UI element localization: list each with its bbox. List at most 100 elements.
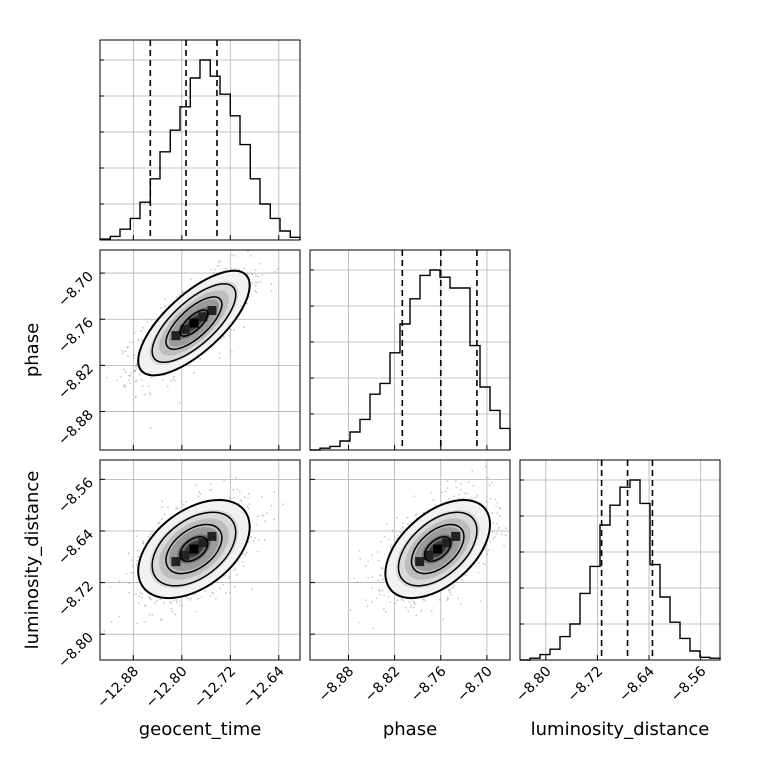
sample-point bbox=[410, 604, 412, 606]
sample-point bbox=[247, 250, 249, 253]
sample-point bbox=[132, 565, 134, 568]
sample-point bbox=[481, 562, 484, 565]
sample-point bbox=[209, 489, 211, 492]
sample-point bbox=[383, 535, 386, 538]
sample-point bbox=[492, 521, 495, 524]
sample-point bbox=[151, 319, 153, 321]
sample-point bbox=[170, 608, 173, 610]
sample-point bbox=[195, 610, 198, 613]
sample-point bbox=[415, 513, 418, 515]
sample-point bbox=[175, 507, 178, 510]
sample-point bbox=[216, 264, 219, 267]
density-bin bbox=[442, 538, 452, 548]
contour-line bbox=[384, 499, 492, 600]
sample-point bbox=[446, 480, 449, 483]
sample-point bbox=[233, 255, 236, 257]
sample-point bbox=[124, 350, 127, 353]
sample-point bbox=[434, 504, 436, 506]
sample-point bbox=[258, 262, 261, 265]
sample-point bbox=[356, 581, 358, 584]
sample-point bbox=[150, 598, 153, 601]
sample-point bbox=[381, 567, 384, 570]
sample-point bbox=[158, 521, 161, 524]
sample-point bbox=[401, 526, 404, 529]
sample-point bbox=[225, 267, 228, 270]
sample-point bbox=[377, 559, 380, 562]
sample-point bbox=[164, 298, 167, 300]
sample-point bbox=[395, 516, 398, 519]
sample-point bbox=[218, 357, 221, 359]
sample-point bbox=[215, 597, 217, 600]
contour-line bbox=[165, 523, 223, 575]
sample-point bbox=[144, 604, 147, 607]
sample-point bbox=[146, 321, 149, 323]
sample-point bbox=[248, 503, 251, 506]
sample-point bbox=[349, 608, 352, 611]
sample-point bbox=[148, 613, 151, 616]
sample-point bbox=[453, 584, 455, 587]
sample-point bbox=[244, 554, 247, 557]
sample-point bbox=[232, 569, 235, 572]
sample-point bbox=[380, 540, 382, 543]
sample-point bbox=[141, 593, 144, 595]
sample-point bbox=[486, 553, 489, 555]
sample-point bbox=[438, 598, 441, 601]
sample-point bbox=[254, 290, 257, 292]
density-bin bbox=[171, 557, 181, 567]
sample-point bbox=[407, 523, 409, 526]
sample-point bbox=[399, 531, 402, 534]
sample-point bbox=[250, 536, 253, 538]
panel-frame bbox=[99, 249, 301, 451]
sample-point bbox=[149, 596, 152, 599]
sample-point bbox=[232, 496, 235, 499]
sample-point bbox=[237, 560, 240, 563]
sample-point bbox=[441, 491, 443, 494]
sample-point bbox=[132, 341, 135, 344]
sample-point bbox=[150, 530, 153, 533]
sample-point bbox=[200, 595, 203, 598]
sample-point bbox=[452, 586, 454, 589]
sample-point bbox=[409, 606, 412, 608]
sample-point bbox=[491, 512, 494, 514]
sample-point bbox=[135, 366, 137, 368]
sample-point bbox=[197, 597, 200, 600]
sample-point bbox=[459, 488, 462, 491]
sample-point bbox=[352, 577, 355, 580]
sample-point bbox=[255, 523, 258, 526]
sample-point bbox=[161, 506, 163, 509]
sample-point bbox=[143, 393, 146, 396]
sample-point bbox=[458, 494, 460, 496]
sample-point bbox=[406, 516, 409, 519]
sample-point bbox=[151, 613, 154, 616]
sample-point bbox=[163, 513, 166, 516]
contour-line bbox=[410, 523, 465, 575]
sample-point bbox=[119, 375, 122, 378]
sample-point bbox=[127, 379, 130, 381]
sample-point bbox=[141, 385, 144, 387]
sample-point bbox=[244, 496, 246, 499]
sample-point bbox=[176, 296, 178, 298]
sample-point bbox=[128, 591, 131, 594]
sample-point bbox=[137, 555, 140, 558]
sample-point bbox=[276, 268, 279, 271]
sample-point bbox=[483, 563, 486, 566]
sample-point bbox=[239, 499, 242, 501]
contour-line bbox=[423, 536, 452, 563]
sample-point bbox=[364, 565, 367, 567]
sample-point bbox=[255, 291, 258, 294]
sample-point bbox=[391, 530, 394, 532]
sample-point bbox=[497, 527, 500, 530]
sample-point bbox=[255, 275, 257, 277]
sample-point bbox=[142, 326, 145, 329]
sample-point bbox=[394, 602, 397, 604]
sample-point bbox=[223, 479, 226, 482]
density-peak bbox=[171, 305, 217, 341]
sample-point bbox=[498, 515, 501, 517]
sample-point bbox=[245, 551, 248, 554]
sample-point bbox=[273, 491, 275, 493]
sample-point bbox=[125, 371, 127, 374]
sample-point bbox=[274, 270, 277, 273]
sample-point bbox=[224, 592, 227, 595]
sample-point bbox=[125, 572, 128, 575]
sample-point bbox=[474, 496, 477, 499]
